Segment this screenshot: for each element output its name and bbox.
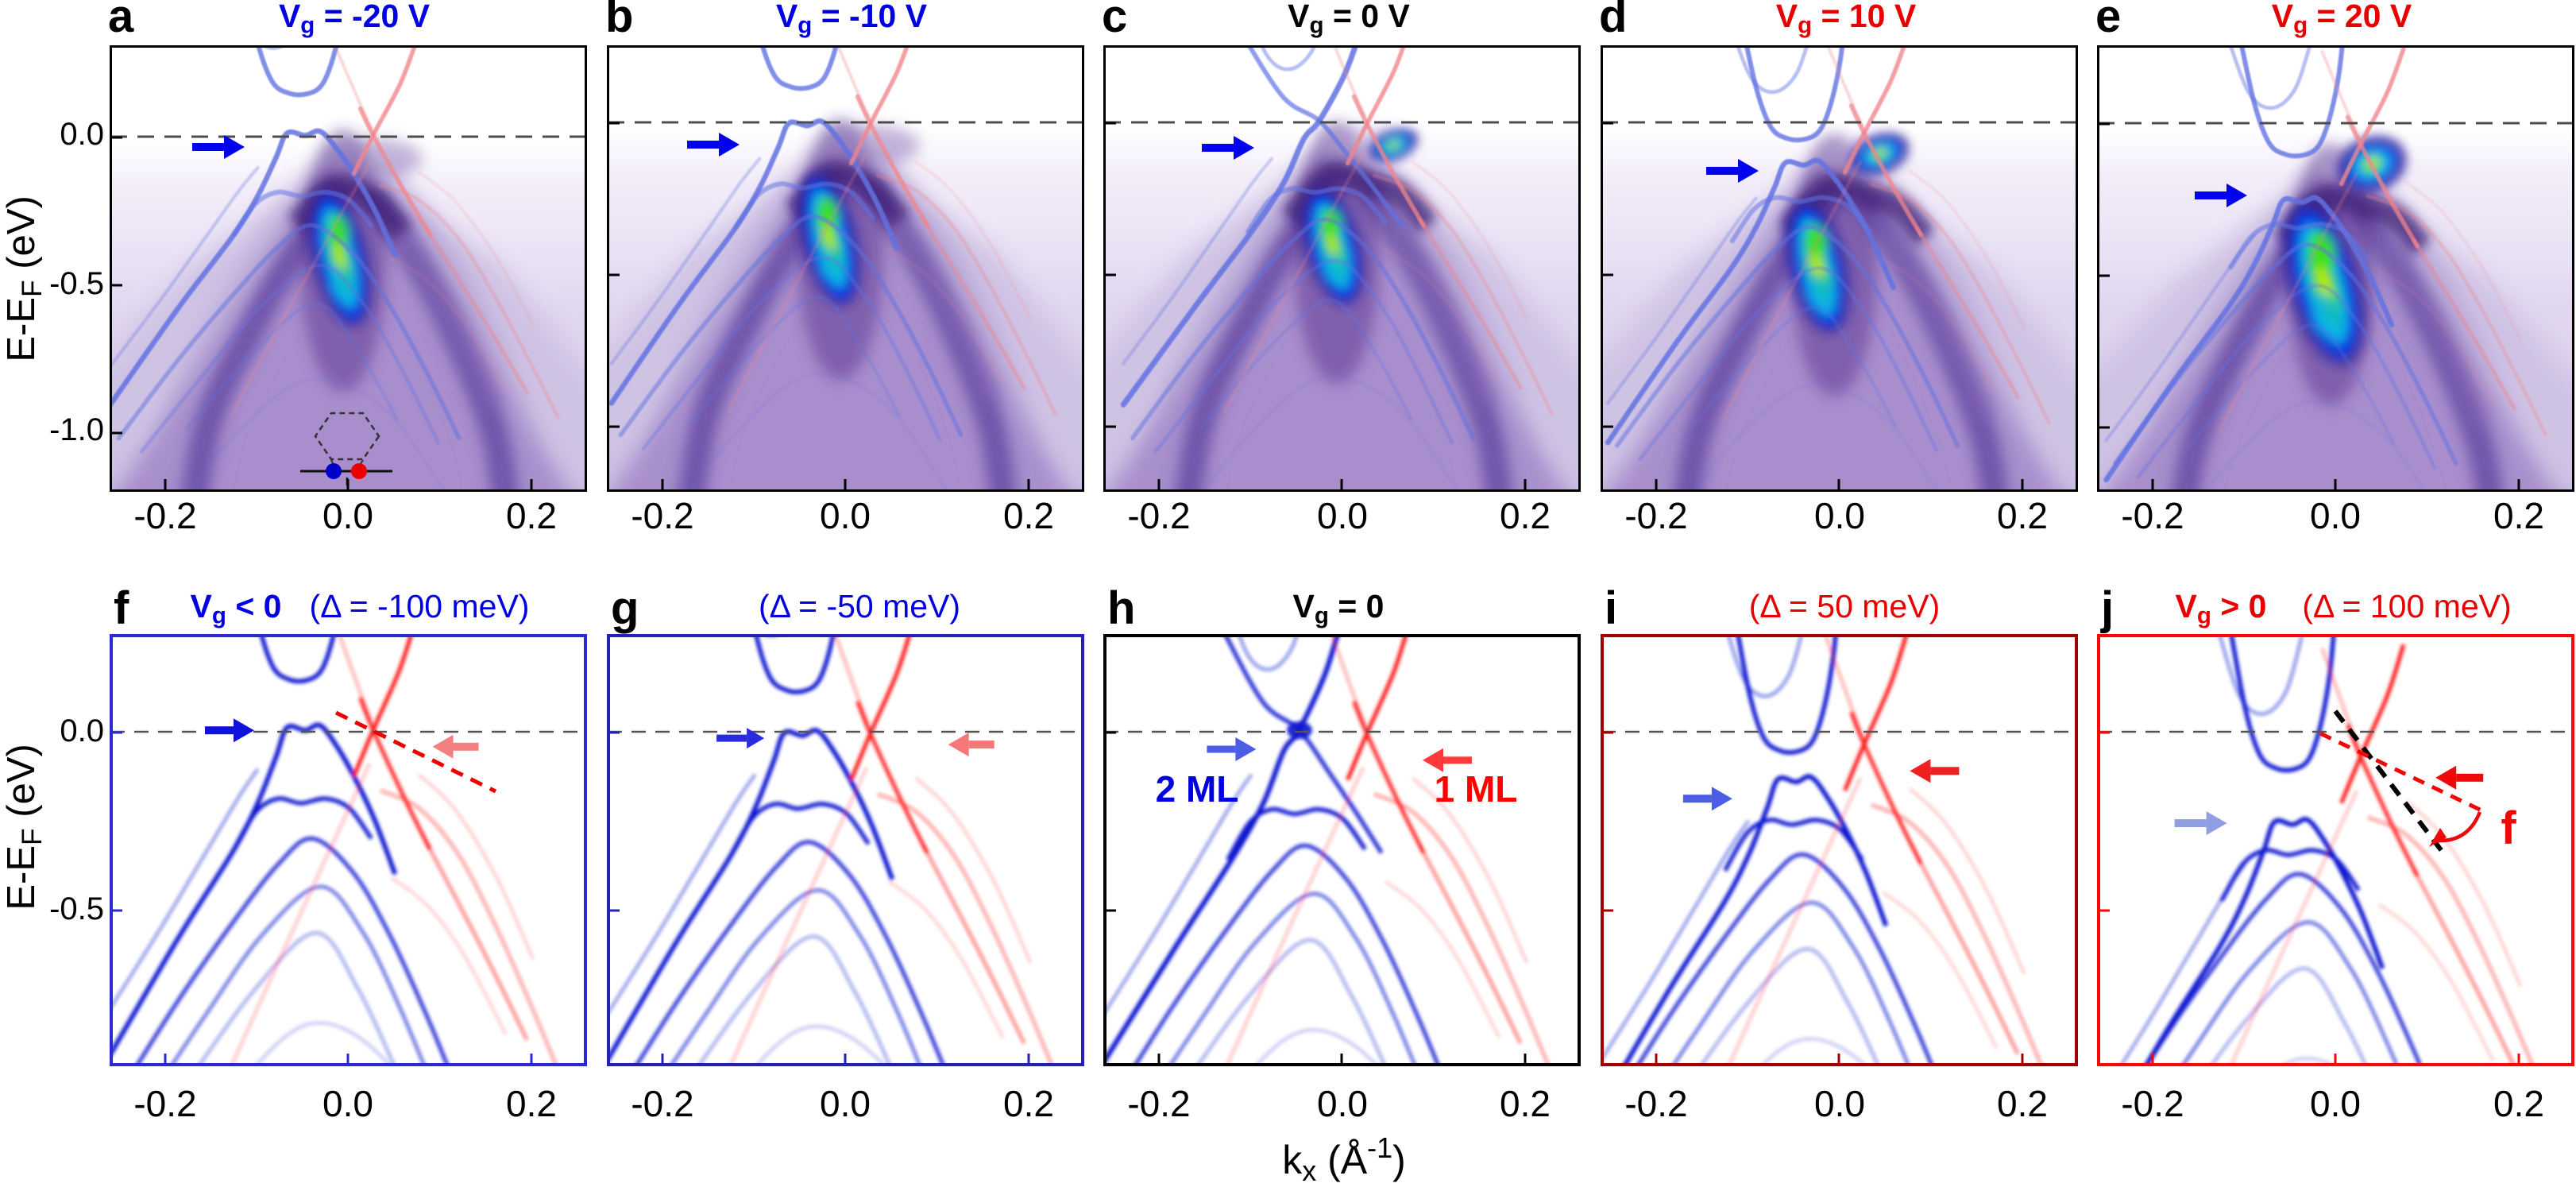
svg-text:2 ML: 2 ML — [1156, 768, 1239, 810]
svg-text:f: f — [2501, 802, 2516, 854]
svg-text:1 ML: 1 ML — [1435, 768, 1518, 810]
